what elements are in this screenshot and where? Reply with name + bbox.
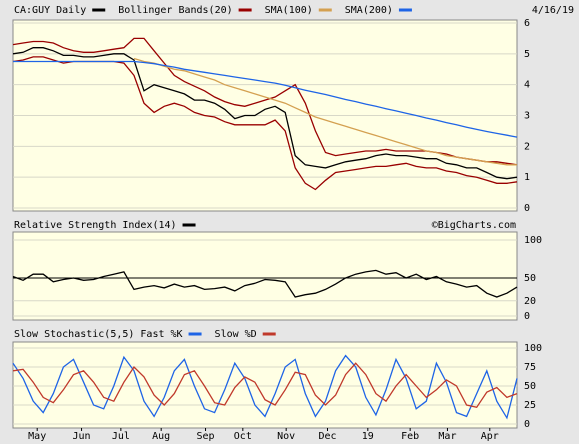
x-tick-label: Feb	[401, 431, 419, 442]
y-tick-label: 75	[524, 362, 536, 373]
y-tick-label: 100	[524, 343, 542, 354]
y-tick-label: 50	[524, 273, 536, 284]
legend-label: Relative Strength Index(14)	[14, 220, 177, 231]
legend-label: CA:GUY Daily	[14, 5, 86, 16]
plot-area	[12, 341, 518, 429]
y-tick-label: 25	[524, 400, 536, 411]
y-tick-label: 0	[524, 419, 530, 430]
series-line	[12, 269, 518, 298]
y-tick-label: 0	[524, 311, 530, 322]
y-tick-label: 50	[524, 381, 536, 392]
x-tick-label: Oct	[234, 431, 252, 442]
y-tick-label: 6	[524, 18, 530, 29]
y-tick-label: 100	[524, 235, 542, 246]
panel-title: Slow Stochastic(5,5)	[14, 329, 134, 340]
date-label: 4/16/19	[532, 5, 574, 16]
series-line	[133, 57, 517, 166]
legend-label: Slow %D	[215, 329, 257, 340]
x-tick-label: Apr	[481, 431, 499, 442]
y-tick-label: 3	[524, 111, 530, 122]
y-tick-label: 4	[524, 80, 530, 91]
y-tick-label: 2	[524, 141, 530, 152]
x-tick-label: May	[28, 431, 46, 442]
series-line	[12, 362, 518, 409]
y-tick-label: 0	[524, 203, 530, 214]
y-tick-label: 5	[524, 49, 530, 60]
y-tick-label: 1	[524, 172, 530, 183]
x-tick-label: Jun	[73, 431, 91, 442]
x-tick-label: Dec	[318, 431, 336, 442]
series-line	[12, 47, 518, 180]
x-tick-label: Jul	[112, 431, 130, 442]
legend-label: Fast %K	[140, 329, 182, 340]
plot-area	[12, 231, 518, 321]
x-tick-label: 19	[362, 431, 374, 442]
legend-label: SMA(100)	[265, 5, 313, 16]
x-tick-label: Sep	[196, 431, 214, 442]
series-line	[13, 60, 518, 138]
x-tick-label: Aug	[152, 431, 170, 442]
series-line	[12, 354, 518, 420]
legend-label: Bollinger Bands(20)	[118, 5, 232, 16]
y-tick-label: 20	[524, 296, 536, 307]
legend-label: SMA(200)	[345, 5, 393, 16]
x-tick-label: Mar	[438, 431, 456, 442]
x-tick-label: Nov	[277, 431, 295, 442]
watermark: ©BigCharts.com	[432, 220, 516, 231]
